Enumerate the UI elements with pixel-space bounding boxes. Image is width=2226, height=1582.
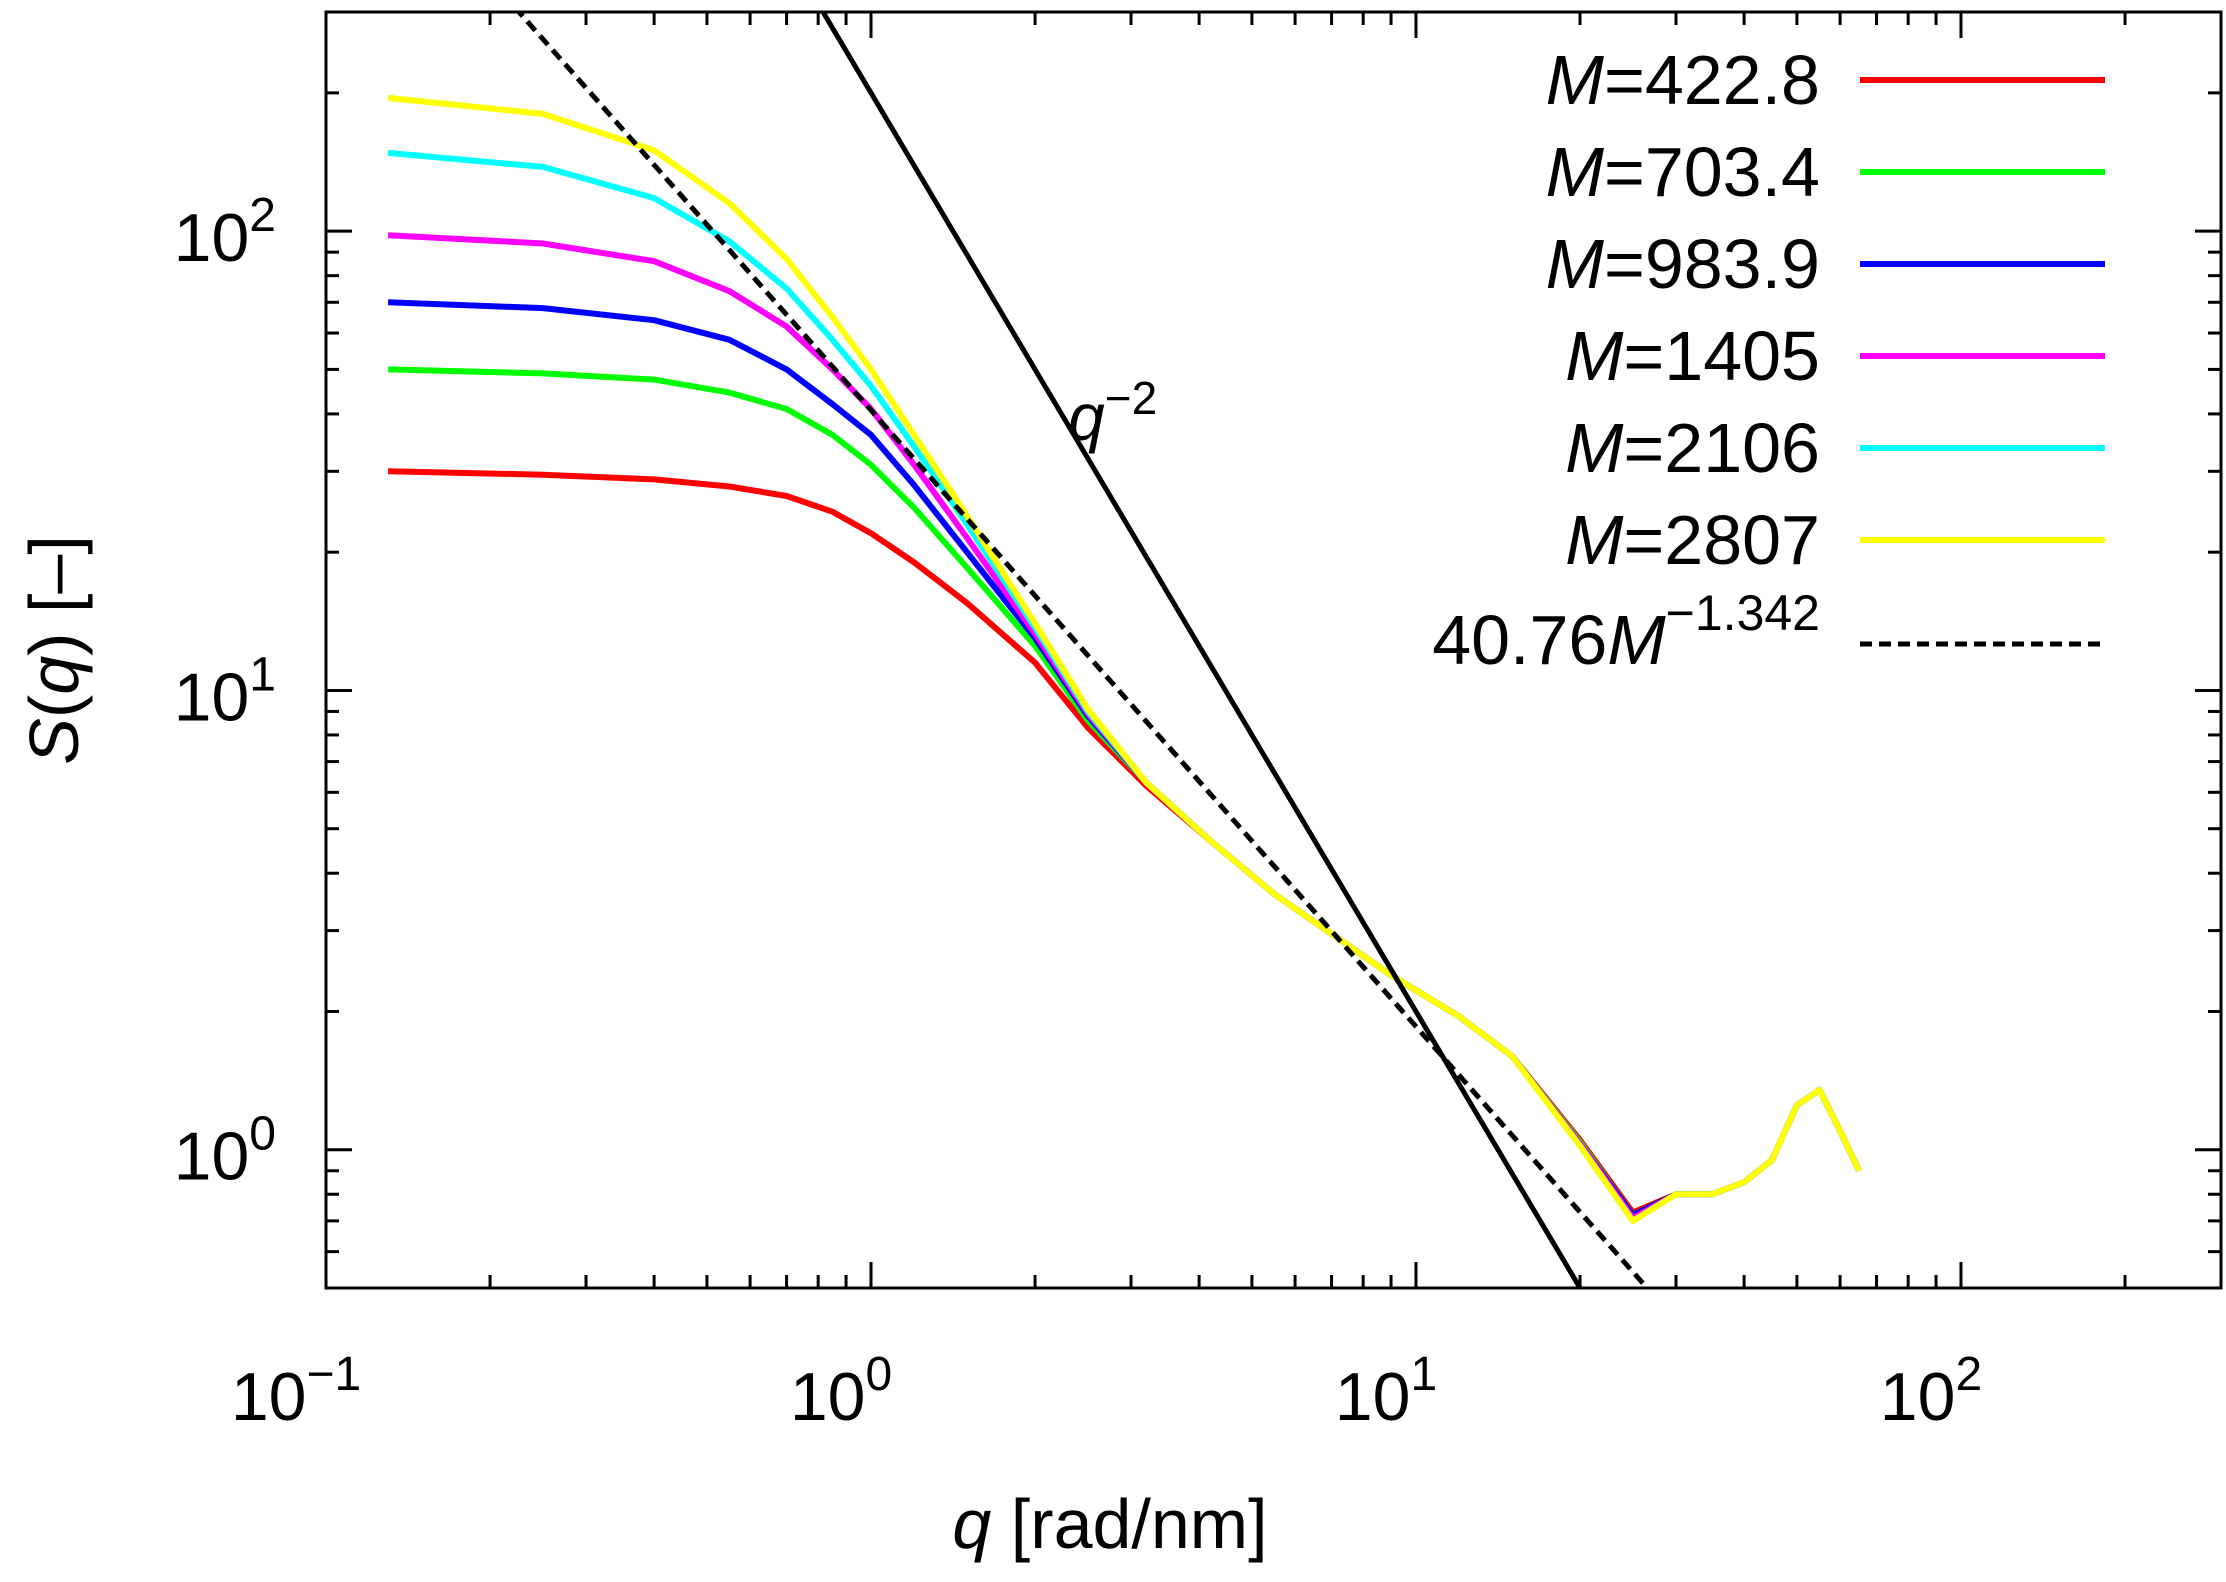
y-tick-label-exp: 2 [249, 189, 276, 242]
legend-fit-var: M [1607, 601, 1666, 679]
y-axis-title-inner: q [15, 656, 93, 695]
legend-label-3: M=1405 [1565, 317, 1820, 395]
legend-fit-prefix: 40.76 [1432, 601, 1607, 679]
x-tick-label-exp: 2 [1955, 1348, 1982, 1401]
reference-line-label: q−2 [1068, 372, 1157, 454]
legend-label-0: M=422.8 [1546, 41, 1820, 119]
legend-label-var: M [1565, 501, 1624, 579]
plot-lines [387, 12, 1862, 1288]
reference-line-q-2 [820, 12, 1583, 1288]
x-tick-label-base: 10 [1335, 1359, 1411, 1435]
y-tick-label-exp: 0 [249, 1108, 276, 1161]
y-tick-label-exp: 1 [249, 648, 276, 701]
legend-label-var: M [1546, 41, 1605, 119]
y-axis-title-var: S [15, 718, 93, 765]
fit-line [515, 12, 1651, 1288]
y-axis-title-open: ( [15, 695, 93, 718]
x-axis-title-unit: [rad/nm] [991, 1485, 1267, 1563]
y-tick-label: 100 [174, 1108, 276, 1195]
legend-label-value: =2807 [1623, 501, 1820, 579]
x-axis-title-var: q [952, 1485, 991, 1563]
legend-fit-exp: −1.342 [1666, 585, 1820, 641]
legend-label-value: =422.8 [1604, 41, 1820, 119]
x-tick-label-base: 10 [1880, 1359, 1956, 1435]
y-tick-label: 102 [174, 189, 276, 276]
series-line-5 [387, 94, 1862, 1224]
plot-frame [324, 10, 2223, 1290]
y-tick-label: 101 [174, 648, 276, 735]
x-axis-title: q [rad/nm] [952, 1485, 1267, 1563]
y-axis-title: S(q) [–] [15, 535, 93, 765]
x-tick-label: 100 [790, 1348, 892, 1435]
legend-label-var: M [1546, 225, 1605, 303]
x-tick-label-base: 10 [231, 1359, 307, 1435]
y-axis-title-close: ) [–] [15, 535, 93, 656]
x-tick-label: 102 [1880, 1348, 1982, 1435]
x-tick-label-base: 10 [790, 1359, 866, 1435]
legend-label-var: M [1565, 409, 1624, 487]
x-tick-label-exp: −1 [306, 1348, 361, 1401]
legend-label-value: =1405 [1623, 317, 1820, 395]
legend: M=422.8M=703.4M=983.9M=1405M=2106M=28074… [1432, 41, 2105, 679]
reference-line-label-exp: −2 [1105, 372, 1157, 424]
x-tick-label: 101 [1335, 1348, 1437, 1435]
series-line-0 [388, 468, 1862, 1216]
legend-label-2: M=983.9 [1546, 225, 1820, 303]
y-tick-label-base: 10 [174, 200, 250, 276]
x-tick-label-exp: 0 [865, 1348, 892, 1401]
x-tick-label-exp: 1 [1410, 1348, 1437, 1401]
legend-label-value: =2106 [1623, 409, 1820, 487]
legend-label-5: M=2807 [1565, 501, 1820, 579]
x-tick-label: 10−1 [231, 1348, 361, 1435]
legend-label-fit: 40.76M−1.342 [1432, 585, 1820, 679]
legend-label-value: =983.9 [1604, 225, 1820, 303]
legend-label-value: =703.4 [1604, 133, 1820, 211]
axis-ticks [324, 10, 2223, 1290]
legend-label-var: M [1565, 317, 1624, 395]
legend-label-1: M=703.4 [1546, 133, 1820, 211]
series-line-1 [388, 366, 1862, 1219]
reference-line-label-var: q [1068, 380, 1105, 454]
y-tick-label-base: 10 [174, 1119, 250, 1195]
legend-label-var: M [1546, 133, 1605, 211]
y-tick-label-base: 10 [174, 659, 250, 735]
legend-label-4: M=2106 [1565, 409, 1820, 487]
